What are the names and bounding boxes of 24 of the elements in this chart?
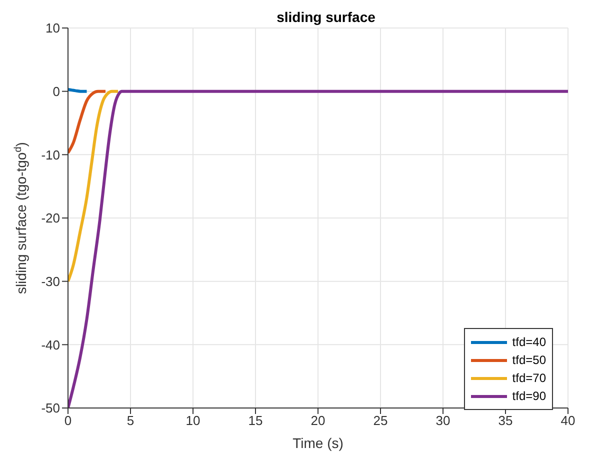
x-tick-label: 25 bbox=[373, 413, 388, 428]
x-tick-label: 10 bbox=[186, 413, 200, 428]
x-tick-label: 20 bbox=[310, 413, 326, 428]
legend-label: tfd=40 bbox=[511, 334, 546, 351]
chart-title: sliding surface bbox=[276, 9, 376, 25]
y-tick-label: -40 bbox=[41, 337, 60, 352]
legend-label: tfd=90 bbox=[511, 388, 546, 405]
y-tick-label: -50 bbox=[41, 400, 60, 416]
legend-label: tfd=50 bbox=[511, 352, 546, 369]
x-tick-label: 5 bbox=[126, 413, 134, 428]
y-tick-label: -10 bbox=[41, 147, 60, 162]
y-tick-label: -20 bbox=[41, 210, 60, 226]
y-tick-label: 0 bbox=[52, 84, 60, 99]
legend-label: tfd=70 bbox=[511, 370, 546, 387]
y-tick-label: -30 bbox=[41, 274, 60, 289]
line-series bbox=[68, 90, 107, 154]
x-tick-label: 30 bbox=[436, 413, 450, 428]
x-axis-title: Time (s) bbox=[292, 435, 344, 451]
x-tick-label: 15 bbox=[248, 413, 263, 428]
x-tick-label: 0 bbox=[64, 413, 72, 428]
y-tick-label: 10 bbox=[46, 20, 60, 36]
x-tick-label: 35 bbox=[498, 413, 513, 428]
line-series bbox=[68, 90, 120, 283]
x-tick-label: 40 bbox=[560, 413, 576, 428]
